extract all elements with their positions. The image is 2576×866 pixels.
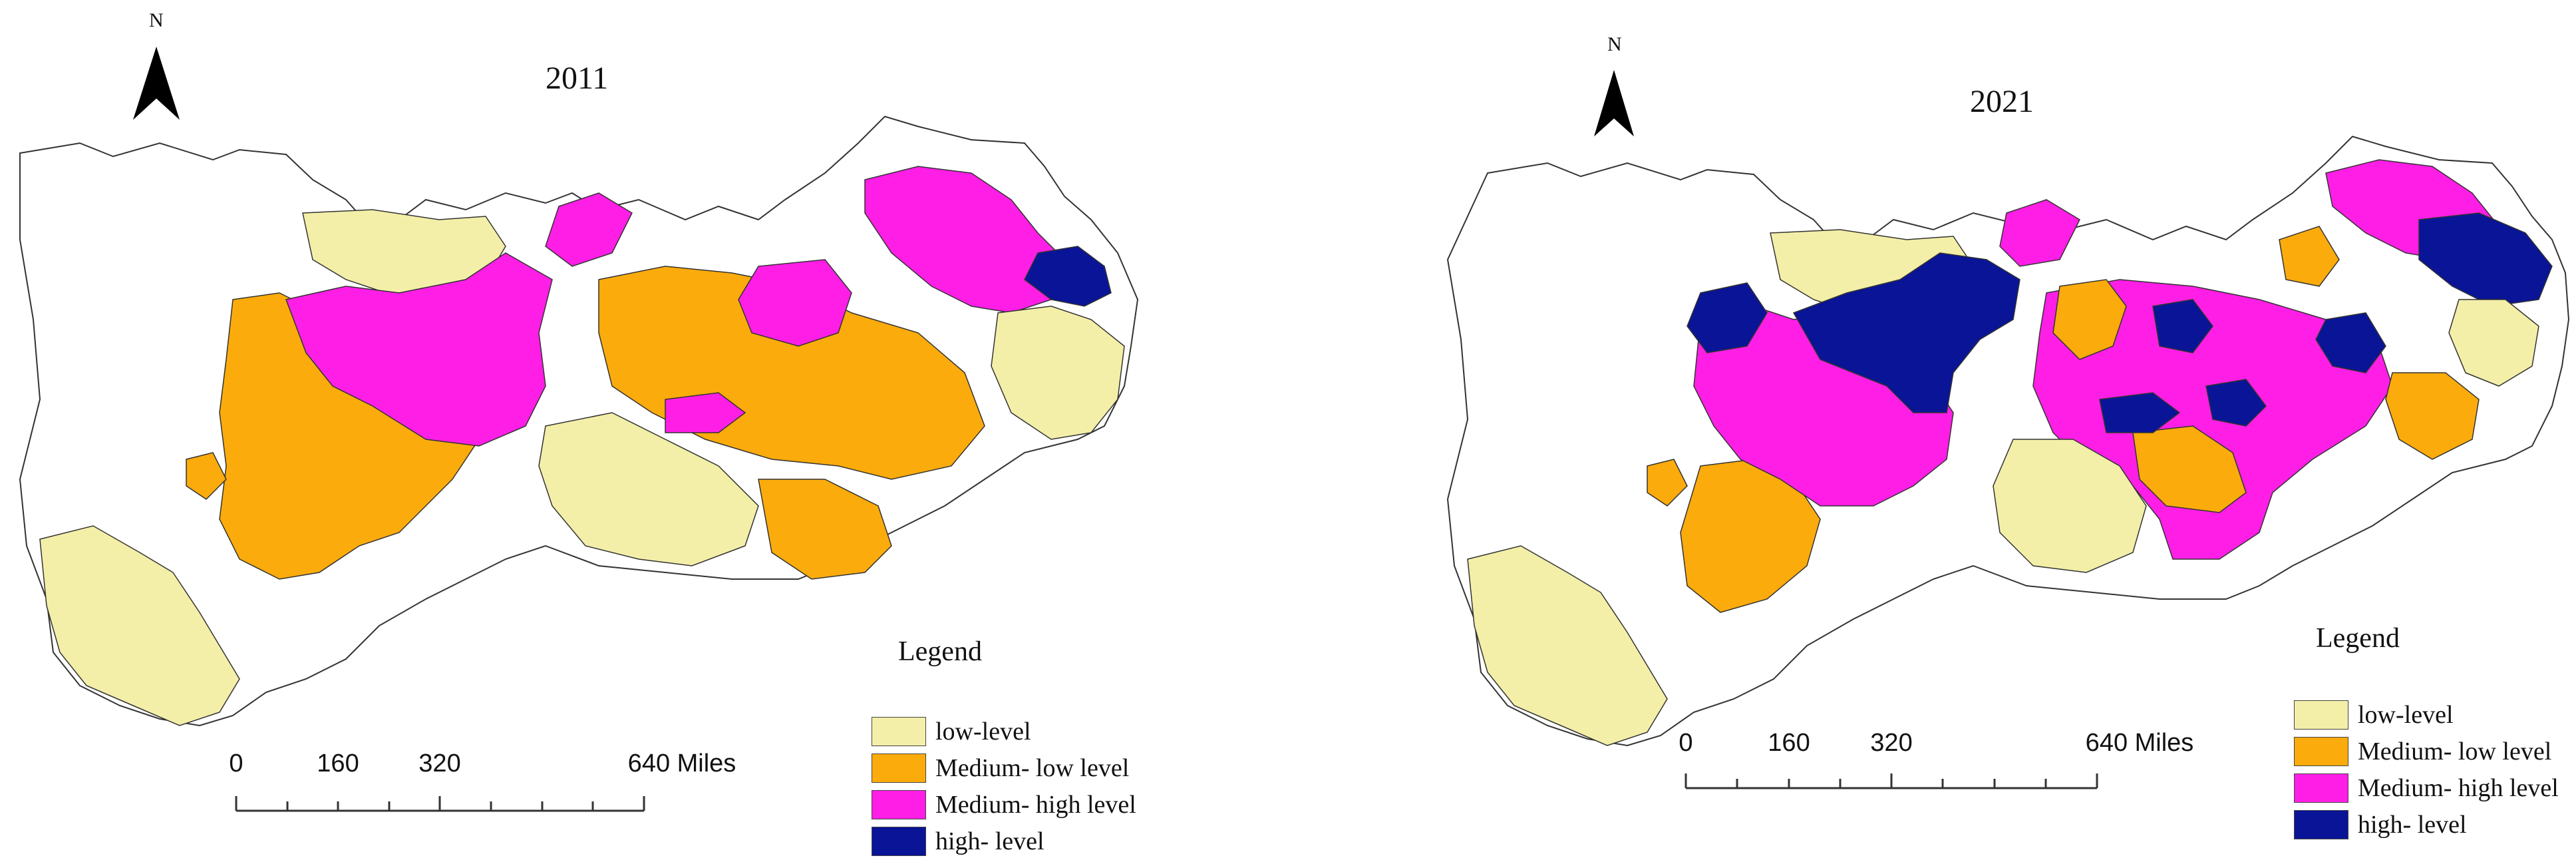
region-high-level bbox=[1024, 246, 1112, 307]
region-medium-high bbox=[665, 392, 746, 433]
region-low-level bbox=[1467, 545, 1668, 746]
legend-item-low-level: low-level bbox=[872, 716, 1031, 748]
choropleth-map-2011 bbox=[19, 47, 1139, 812]
legend-item-high-level: high- level bbox=[2294, 809, 2467, 841]
legend-title: Legend bbox=[2316, 623, 2400, 654]
legend-item-medium-low-level: Medium- low level bbox=[872, 752, 1129, 784]
choropleth-map-2021 bbox=[1446, 70, 2570, 789]
legend-swatch bbox=[2294, 737, 2348, 766]
legend-item-low-level: low-level bbox=[2294, 699, 2454, 731]
legend-swatch bbox=[872, 717, 926, 746]
scale-label: 320 bbox=[1870, 729, 1913, 757]
region-high-level bbox=[2152, 299, 2213, 353]
region-low-level bbox=[991, 306, 1125, 440]
scale-bar bbox=[1685, 773, 2098, 789]
scale-label: 640 Miles bbox=[627, 750, 736, 777]
map-panel-2011: N 2011 Legend low-level Medium- low leve… bbox=[19, 9, 1139, 857]
scale-label: 160 bbox=[317, 750, 359, 777]
region-high-level bbox=[1792, 252, 2020, 413]
map-year-title: 2011 bbox=[546, 61, 609, 96]
region-high-level bbox=[2205, 379, 2267, 427]
legend-title: Legend bbox=[898, 636, 982, 667]
region-low-level bbox=[39, 525, 240, 726]
scale-label: 0 bbox=[1679, 729, 1693, 757]
region-low-level bbox=[2448, 299, 2539, 387]
region-medium-low bbox=[2385, 372, 2480, 460]
legend-swatch bbox=[2294, 810, 2348, 839]
legend-label: Medium- high level bbox=[935, 791, 1136, 819]
scale-label: 160 bbox=[1768, 729, 1810, 757]
scale-bar bbox=[235, 796, 645, 812]
legend-label: high- level bbox=[935, 827, 1045, 855]
map-year-title: 2021 bbox=[1970, 84, 2034, 119]
region-medium-low bbox=[186, 452, 227, 500]
region-low-level bbox=[1993, 439, 2147, 573]
scale-label: 0 bbox=[229, 750, 243, 777]
region-low-level bbox=[538, 412, 759, 566]
legend-swatch bbox=[872, 790, 926, 819]
region-high-level bbox=[2099, 392, 2181, 433]
legend-label: high- level bbox=[2358, 811, 2467, 839]
region-high-level bbox=[2418, 212, 2553, 307]
scale-label: 640 Miles bbox=[2085, 729, 2194, 757]
legend-item-high-level: high- level bbox=[872, 825, 1045, 857]
legend-label: Medium- high level bbox=[2358, 774, 2559, 802]
region-medium-low bbox=[758, 479, 892, 580]
legend-item-medium-high-level: Medium- high level bbox=[872, 789, 1136, 821]
region-medium-high bbox=[1999, 199, 2080, 267]
region-medium-low bbox=[1647, 459, 1688, 507]
north-arrow-icon bbox=[133, 47, 180, 120]
region-medium-high bbox=[545, 192, 633, 267]
legend-swatch bbox=[872, 754, 926, 783]
north-label: N bbox=[1607, 33, 1622, 55]
region-medium-low bbox=[2132, 425, 2247, 513]
map-panel-2021: N 2021 Legend low-level Medium- low leve… bbox=[1288, 0, 2576, 866]
region-high-level bbox=[1687, 282, 1768, 353]
region-high-level bbox=[2315, 312, 2386, 373]
legend-label: Medium- low level bbox=[935, 754, 1130, 782]
legend-swatch bbox=[872, 827, 926, 856]
legend-item-medium-low-level: Medium- low level bbox=[2294, 736, 2551, 767]
legend-item-medium-high-level: Medium- high level bbox=[2294, 772, 2559, 804]
region-medium-low bbox=[2052, 279, 2127, 360]
legend-swatch bbox=[2294, 700, 2348, 730]
north-label: N bbox=[149, 9, 164, 31]
legend-label: low-level bbox=[935, 718, 1031, 746]
legend-label: Medium- low level bbox=[2358, 738, 2552, 765]
region-medium-low bbox=[2279, 226, 2340, 287]
legend-label: low-level bbox=[2358, 701, 2454, 729]
region-medium-high bbox=[738, 259, 852, 347]
scale-label: 320 bbox=[418, 750, 461, 777]
legend-swatch bbox=[2294, 773, 2348, 803]
region-medium-high bbox=[285, 252, 553, 447]
north-arrow-icon bbox=[1594, 70, 1634, 136]
